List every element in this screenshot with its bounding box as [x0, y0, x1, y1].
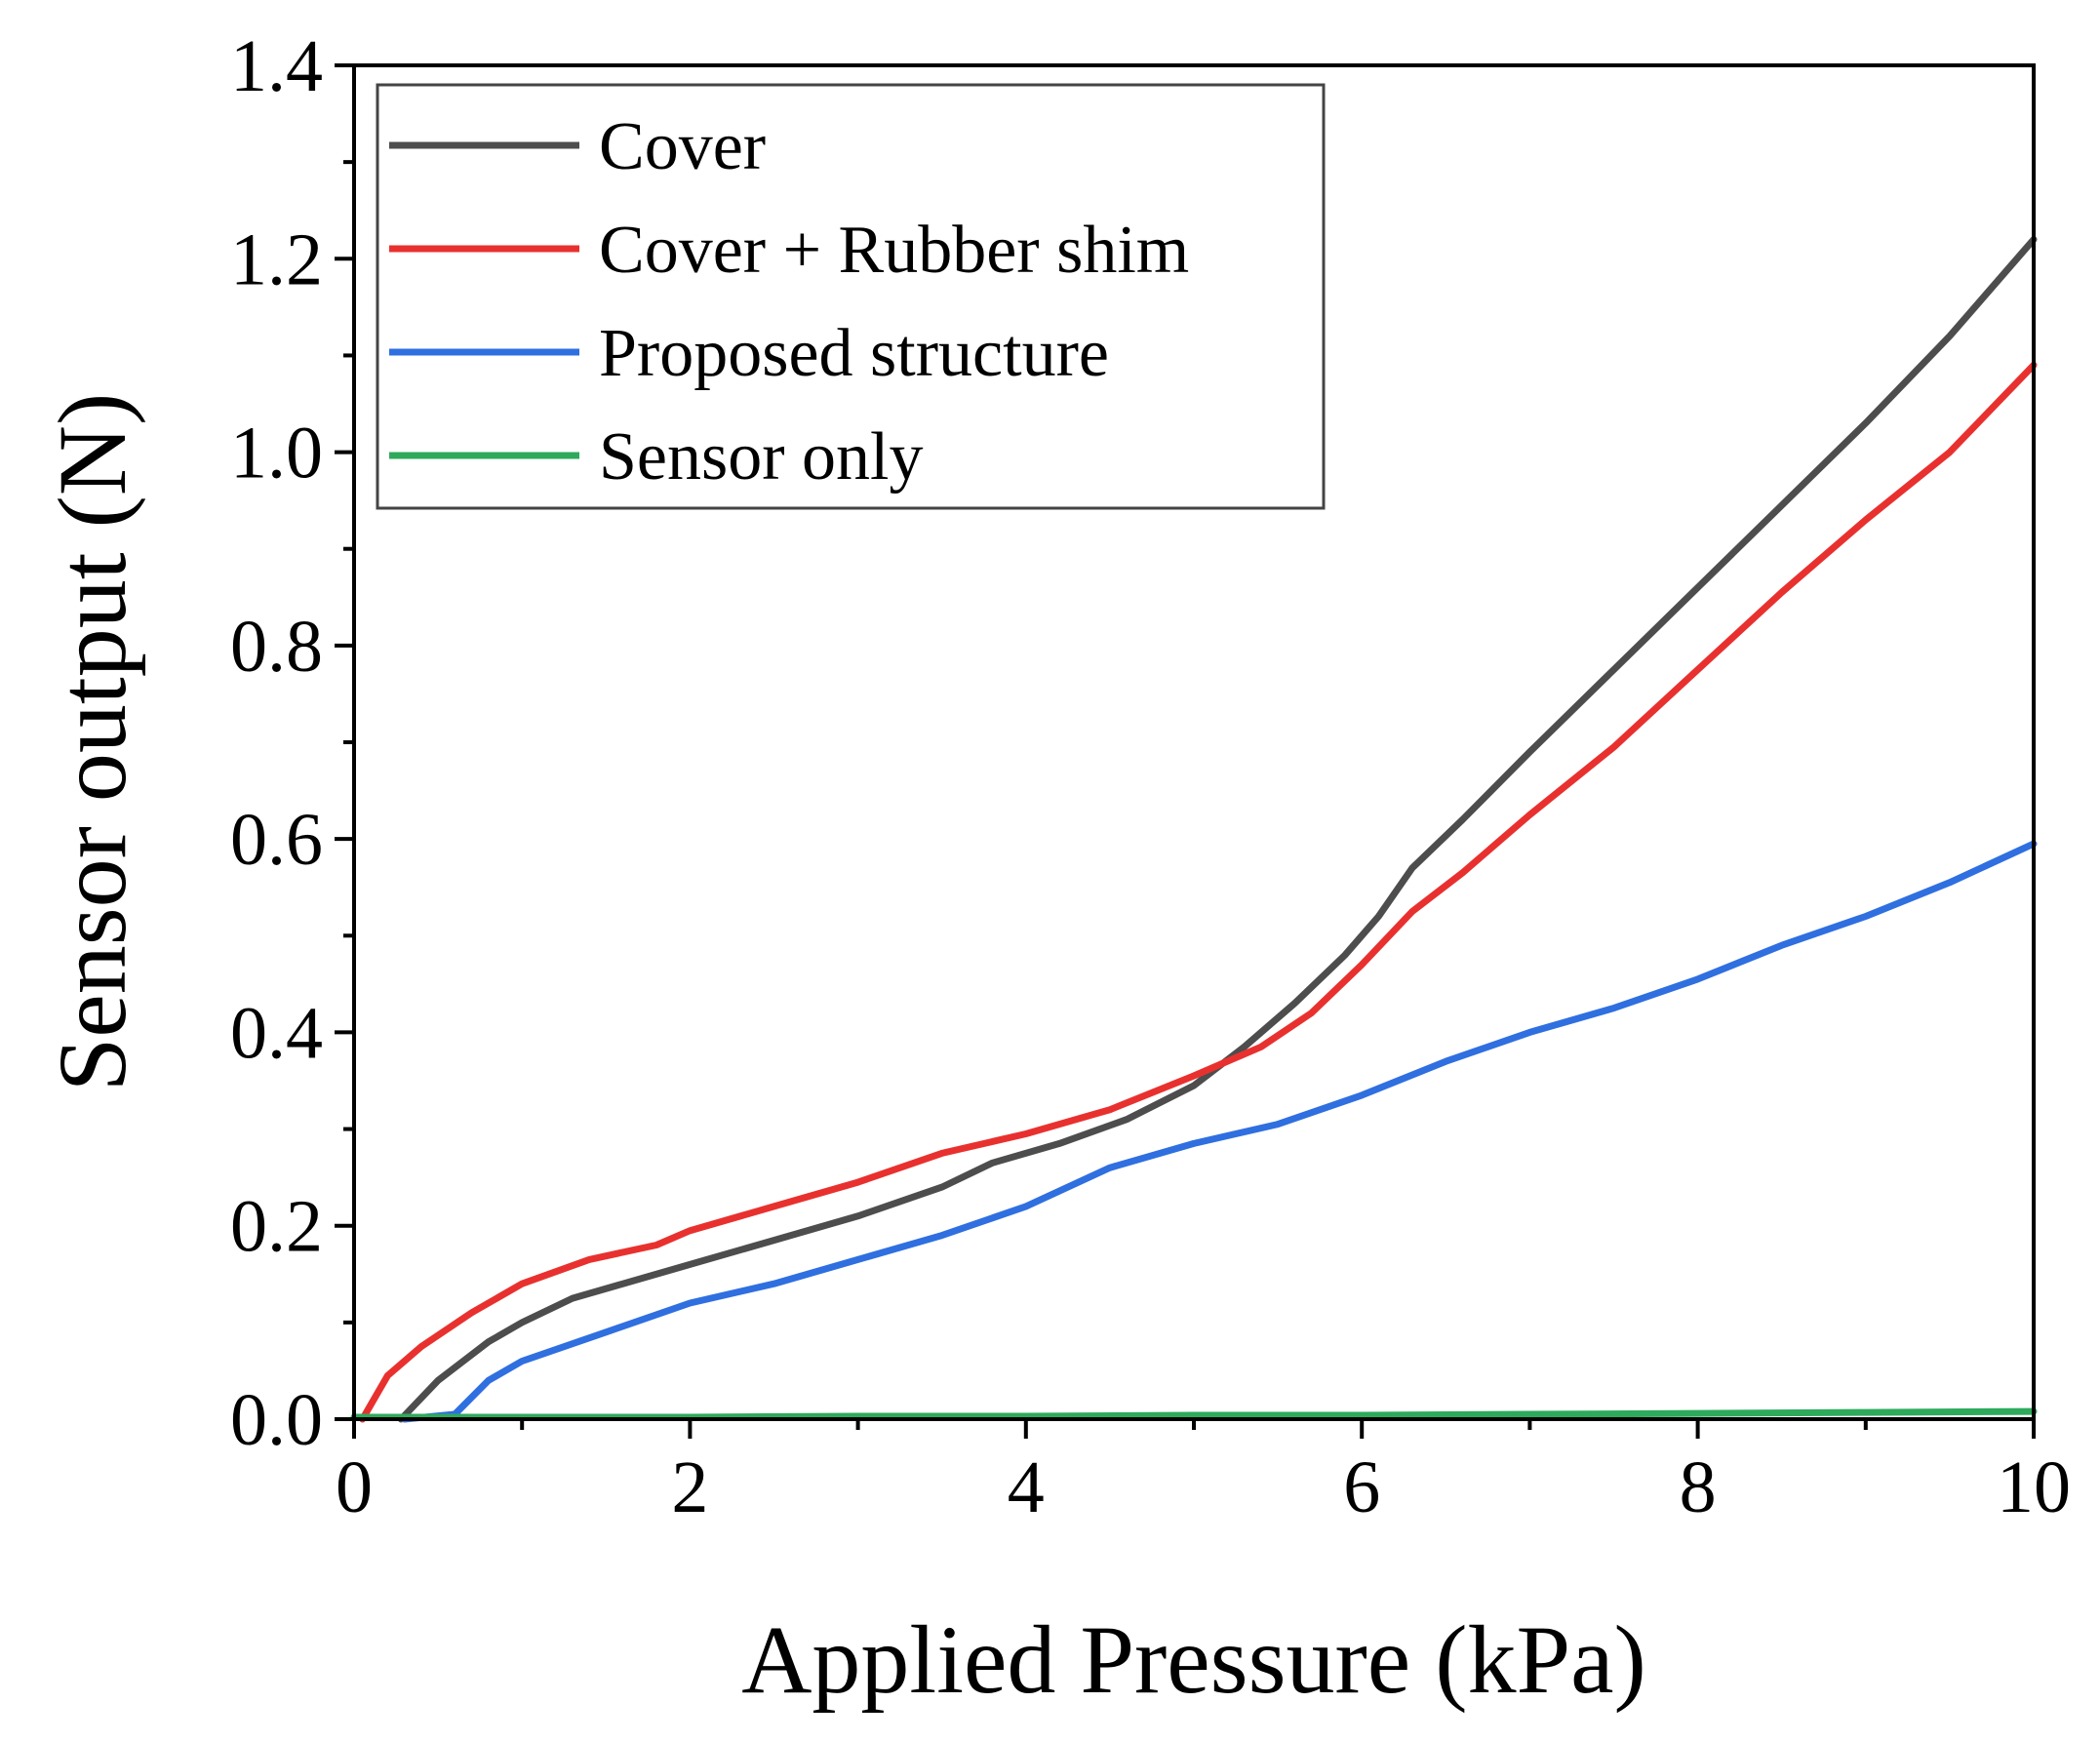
y-tick-label: 0.4	[230, 992, 323, 1074]
x-tick-label: 2	[671, 1446, 708, 1528]
legend-box	[376, 83, 1326, 510]
y-tick-label: 1.0	[230, 413, 323, 495]
y-tick-label: 0.0	[230, 1379, 323, 1461]
series-line-3	[401, 840, 2038, 1423]
axes: 0 2 4 6 8 10 0.0 0.2 0.4 0.6 0.8 1.0 1.2 1.4	[230, 25, 2071, 1528]
y-tick-label: 0.8	[230, 606, 323, 688]
legend-label-4: Sensor only	[599, 419, 924, 495]
x-axis-title: Applied Pressure (kPa)	[741, 1605, 1646, 1714]
x-tick-label: 8	[1680, 1446, 1717, 1528]
y-tick-label: 1.2	[230, 218, 323, 300]
series-line-4	[350, 1407, 2038, 1421]
x-tick-label: 10	[1997, 1446, 2071, 1528]
series-line-2	[359, 361, 2038, 1423]
x-tick-label: 0	[336, 1446, 373, 1528]
y-tick-label: 0.6	[230, 799, 323, 881]
series-line-1	[397, 236, 2038, 1423]
legend-label-3: Proposed structure	[599, 316, 1109, 391]
legend-label-1: Cover	[599, 109, 766, 184]
y-axis-title: Sensor output (N)	[38, 393, 146, 1092]
y-tick-label: 1.4	[230, 25, 323, 107]
y-tick-label: 0.2	[230, 1186, 323, 1268]
x-tick-label: 6	[1343, 1446, 1380, 1528]
legend-label-2: Cover + Rubber shim	[599, 213, 1189, 288]
legend: Cover Cover + Rubber shim Proposed structu…	[376, 83, 1326, 510]
x-tick-label: 4	[1008, 1446, 1045, 1528]
